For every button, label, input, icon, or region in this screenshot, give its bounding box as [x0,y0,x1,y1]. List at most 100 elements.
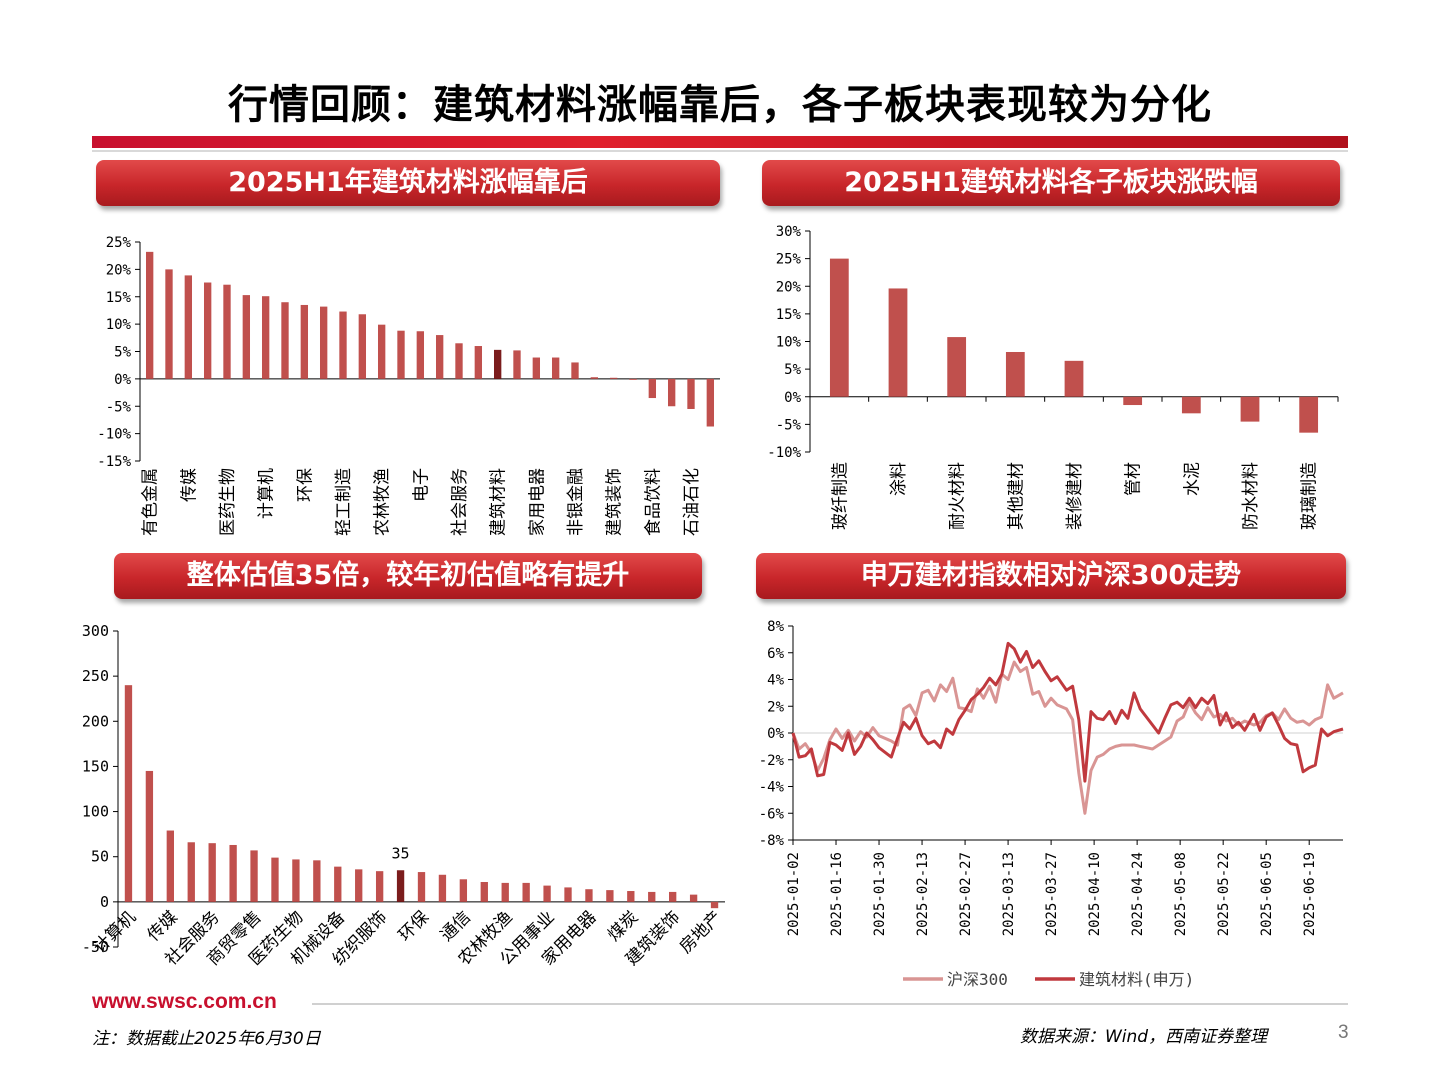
chart1-bar [706,378,715,427]
chart3-y-tick-label: 0 [100,893,109,911]
chart3-y-tick-label: 100 [82,803,109,821]
chart2-bar [1064,360,1084,397]
chart3-category-label: 房地产 [676,907,726,957]
chart1-bar [493,349,502,379]
chart3-bar [375,871,384,902]
chart1-bar [281,302,289,379]
chart1-bar [223,284,231,379]
chart1-category-label: 非银金融 [566,468,586,536]
chart2-y-tick-label: -10% [767,445,801,461]
chart1-bar [629,378,637,380]
chart3-category-label: 计算机 [90,907,140,957]
chart1-bar [145,251,154,379]
chart3-y-tick-label: 50 [91,848,109,866]
chart4-y-tick-label: 4% [767,673,784,689]
chart1-bar [551,357,560,379]
chart1-category-label: 环保 [295,468,315,502]
footer-source: 数据来源：Wind，西南证券整理 [1020,1027,1268,1047]
chart3-bar [585,889,593,902]
chart3-y-tick-label: 200 [82,712,109,730]
chart3-highlight-label: 35 [392,844,410,862]
chart3-bar [669,891,677,902]
chart4-x-tick-label: 2025-05-08 [1173,852,1189,936]
chart3-category-label: 环保 [395,907,433,945]
chart3-bar [166,830,174,902]
chart2-category-label: 玻璃制造 [1300,462,1320,530]
chart2-bar [829,258,849,397]
chart4-y-tick-label: 0% [767,726,784,742]
chart1-category-label: 建筑装饰 [605,468,625,536]
chart3-bar [564,887,572,902]
chart1-category-label: 电子 [411,468,431,502]
chart3-bar [501,882,509,902]
chart3-bar [543,885,551,902]
chart1-y-tick-label: 0% [114,372,131,388]
chart2-bar [1181,396,1201,414]
chart3-bar [627,891,635,902]
chart4-x-tick-label: 2025-06-19 [1302,852,1318,936]
chart4-x-tick-label: 2025-03-27 [1044,852,1060,936]
chart1-bar [474,346,483,379]
slide-title: 行情回顾：建筑材料涨幅靠后，各子板块表现较为分化 [228,82,1212,128]
chart3-bar [124,685,133,902]
chart4-y-tick-label: 6% [767,646,784,662]
chart2-y-tick-label: 15% [776,307,802,323]
chart1-bar [648,378,657,399]
chart1-bar [416,331,425,379]
chart2-y-tick-label: 30% [776,224,802,240]
chart3-y-tick-label: -50 [82,938,109,956]
chart4-series-line-2 [791,641,1344,783]
chart4-y-tick-label: -6% [759,806,785,822]
chart2-bar [1240,396,1260,422]
chart4-x-tick-label: 2025-04-10 [1087,852,1103,936]
chart1-bar [435,335,444,379]
chart2-category-label: 涂料 [889,462,909,496]
chart3-bar [710,901,719,909]
chart1-bar [242,295,251,379]
chart1-y-tick-label: -15% [97,454,131,470]
chart1-bar [571,362,579,379]
chart1-category-label: 社会服务 [450,468,470,536]
chart4-y-tick-label: -8% [759,833,785,849]
chart3-bar [271,857,279,902]
chart2-y-tick-label: 5% [784,362,801,378]
chart1-category-label: 有色金属 [141,468,161,536]
chart2-bar [888,288,908,397]
chart1-bar [184,275,193,379]
chart1-y-tick-label: 20% [106,262,132,278]
chart3-bar [438,874,447,902]
chart2-category-label: 管材 [1124,462,1144,496]
chart1-category-label: 传媒 [179,468,199,502]
chart1-bar [609,377,618,379]
chart1-category-label: 家用电器 [527,468,547,536]
chart1-y-tick-label: 15% [106,290,132,306]
chart3-bar [250,850,258,902]
chart4-x-tick-label: 2025-04-24 [1130,852,1146,936]
chart2-category-label: 其他建材 [1006,462,1026,530]
chart1-bar [377,324,386,379]
footer-url[interactable]: www.swsc.com.cn [92,990,277,1013]
chart2-y-tick-label: 20% [776,279,802,295]
chart2-category-label: 水泥 [1182,462,1202,496]
panel1-banner: 2025H1年建筑材料涨幅靠后 [96,160,720,206]
chart1-bar [513,350,521,379]
page-number: 3 [1338,1022,1349,1043]
chart4-y-tick-label: -2% [759,753,785,769]
chart4-x-tick-label: 2025-01-02 [786,852,802,936]
chart2-category-label: 玻纤制造 [830,462,850,530]
panel4-banner: 申万建材指数相对沪深300走势 [756,553,1346,599]
chart1-y-tick-label: -5% [106,399,132,415]
chart4-legend-label-2: 建筑材料(申万) [1079,970,1194,989]
chart4-x-tick-label: 2025-01-30 [872,852,888,936]
title-rule [92,136,1348,152]
chart1-bar [687,378,695,409]
chart3-bar [208,843,216,902]
chart4-x-tick-label: 2025-01-16 [829,852,845,936]
chart3-bar [689,894,698,902]
chart2-category-label: 耐火材料 [948,462,968,530]
chart3-bar [355,869,363,902]
footer-note: 注：数据截止2025年6月30日 [92,1029,321,1049]
chart1-category-label: 建筑材料 [489,468,509,536]
chart1-category-label: 食品饮料 [643,468,663,536]
chart3-bar [313,860,321,902]
